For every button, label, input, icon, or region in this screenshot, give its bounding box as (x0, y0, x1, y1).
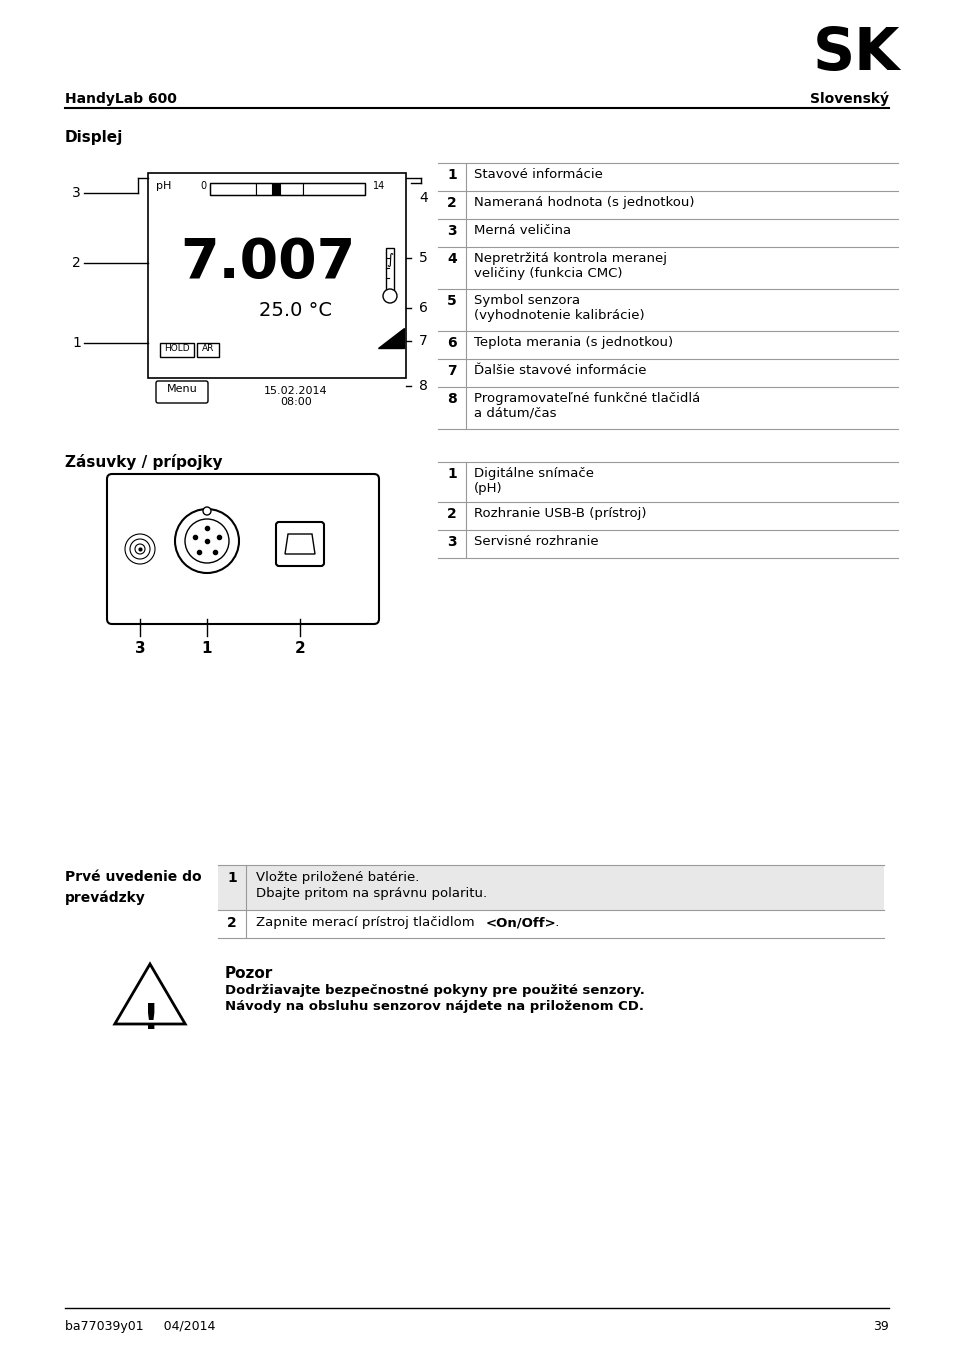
Text: 1: 1 (447, 467, 456, 481)
Text: AR: AR (202, 344, 214, 352)
Text: 4: 4 (447, 252, 456, 266)
Text: 1: 1 (447, 167, 456, 182)
Text: Teplota merania (s jednotkou): Teplota merania (s jednotkou) (474, 336, 673, 350)
Text: 08:00: 08:00 (280, 397, 312, 406)
Text: 3: 3 (134, 641, 145, 656)
Text: Slovenský: Slovenský (809, 92, 888, 107)
Text: Pozor: Pozor (225, 967, 273, 981)
Text: <On/Off>: <On/Off> (485, 917, 557, 929)
Text: ∫: ∫ (386, 252, 394, 267)
Bar (279, 184, 303, 194)
Text: 2: 2 (71, 256, 81, 270)
Text: 2: 2 (294, 641, 305, 656)
Bar (210, 184, 256, 194)
Circle shape (203, 508, 211, 514)
Bar (218, 865, 883, 910)
FancyBboxPatch shape (156, 381, 208, 404)
Text: 1: 1 (71, 336, 81, 350)
Text: Dodržiavajte bezpečnostné pokyny pre použité senzory.: Dodržiavajte bezpečnostné pokyny pre pou… (225, 984, 644, 998)
Text: Digitálne snímače
(pH): Digitálne snímače (pH) (474, 467, 594, 495)
Bar (256, 184, 272, 194)
Text: Servisné rozhranie: Servisné rozhranie (474, 535, 598, 548)
Text: Nepretržitá kontrola meranej
veličiny (funkcia CMC): Nepretržitá kontrola meranej veličiny (f… (474, 252, 666, 279)
Text: !: ! (143, 1002, 159, 1035)
Text: 3: 3 (447, 224, 456, 238)
Text: 8: 8 (447, 392, 456, 406)
Text: Vložte priložené batérie.: Vložte priložené batérie. (255, 871, 419, 884)
Text: Rozhranie USB-B (prístroj): Rozhranie USB-B (prístroj) (474, 508, 646, 520)
Text: SK: SK (812, 26, 899, 82)
Text: 5: 5 (447, 294, 456, 308)
Text: 3: 3 (71, 186, 81, 200)
Bar (210, 184, 365, 194)
Text: 7: 7 (418, 333, 427, 348)
Text: Ďalšie stavové informácie: Ďalšie stavové informácie (474, 364, 646, 377)
Text: 6: 6 (418, 301, 428, 315)
Text: Displej: Displej (65, 130, 123, 144)
Text: .: . (551, 917, 558, 929)
Text: 2: 2 (227, 917, 236, 930)
Text: 4: 4 (418, 190, 427, 205)
Text: 1: 1 (227, 871, 236, 886)
Text: 2: 2 (447, 508, 456, 521)
FancyBboxPatch shape (107, 474, 378, 624)
Text: 1: 1 (201, 641, 212, 656)
Text: 3: 3 (447, 535, 456, 549)
Text: 0: 0 (200, 181, 206, 190)
Text: Merná veličina: Merná veličina (474, 224, 571, 238)
Text: HOLD: HOLD (164, 344, 190, 352)
Text: Programovateľné funkčné tlačidlá
a dátum/čas: Programovateľné funkčné tlačidlá a dátum… (474, 392, 700, 420)
Text: 6: 6 (447, 336, 456, 350)
Text: pH: pH (156, 181, 172, 190)
Circle shape (382, 289, 396, 302)
Text: 8: 8 (418, 379, 428, 393)
Text: 2: 2 (447, 196, 456, 211)
Bar (148, 173, 406, 378)
Text: Stavové informácie: Stavové informácie (474, 167, 602, 181)
Text: Menu: Menu (167, 383, 197, 394)
Bar (386, 248, 394, 293)
FancyBboxPatch shape (275, 522, 324, 566)
Text: HandyLab 600: HandyLab 600 (65, 92, 176, 107)
Text: Dbajte pritom na správnu polaritu.: Dbajte pritom na správnu polaritu. (255, 887, 487, 900)
Text: Zásuvky / prípojky: Zásuvky / prípojky (65, 454, 222, 470)
Text: 7: 7 (447, 364, 456, 378)
Text: Prvé uvedenie do
prevádzky: Prvé uvedenie do prevádzky (65, 869, 201, 906)
Text: Zapnite merací prístroj tlačidlom: Zapnite merací prístroj tlačidlom (255, 917, 478, 929)
Text: 25.0 °C: 25.0 °C (259, 301, 333, 320)
Text: 15.02.2014: 15.02.2014 (264, 386, 328, 396)
Text: 7.007: 7.007 (180, 236, 355, 290)
Text: ba77039y01     04/2014: ba77039y01 04/2014 (65, 1320, 215, 1332)
Polygon shape (114, 964, 185, 1025)
Text: 39: 39 (872, 1320, 888, 1332)
Polygon shape (377, 328, 403, 348)
Bar (160, 343, 193, 356)
Bar (303, 184, 365, 194)
Text: 14: 14 (373, 181, 385, 190)
Text: 5: 5 (418, 251, 427, 265)
Text: Návody na obsluhu senzorov nájdete na priloženom CD.: Návody na obsluhu senzorov nájdete na pr… (225, 1000, 643, 1012)
Bar (272, 184, 279, 194)
Text: Nameraná hodnota (s jednotkou): Nameraná hodnota (s jednotkou) (474, 196, 694, 209)
Bar (196, 343, 219, 356)
Text: Symbol senzora
(vyhodnotenie kalibrácie): Symbol senzora (vyhodnotenie kalibrácie) (474, 294, 644, 323)
